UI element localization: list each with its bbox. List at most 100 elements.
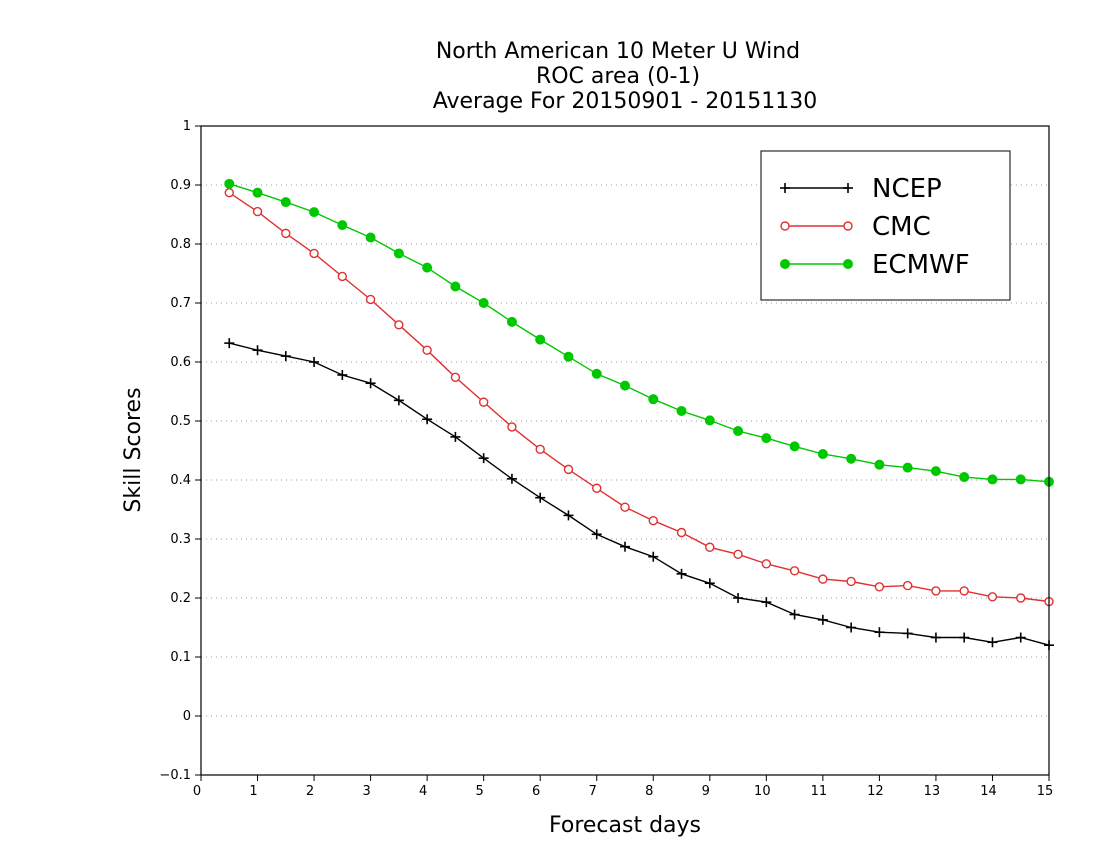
x-tick-label: 14 xyxy=(980,784,997,799)
data-point xyxy=(309,357,320,367)
data-point xyxy=(676,527,687,538)
data-point xyxy=(874,627,885,638)
data-point xyxy=(959,586,969,596)
plot-frame xyxy=(200,125,1050,776)
data-point xyxy=(591,529,602,540)
x-tick-label: 9 xyxy=(702,784,710,799)
y-tick-label: 0.7 xyxy=(170,296,191,311)
data-point xyxy=(337,369,348,380)
data-point xyxy=(620,541,630,552)
data-point xyxy=(365,378,376,389)
data-point xyxy=(789,609,800,620)
data-point xyxy=(337,220,348,231)
data-point xyxy=(930,466,941,477)
data-point xyxy=(422,262,433,273)
data-point xyxy=(761,433,772,444)
x-tick-label: 15 xyxy=(1037,784,1054,799)
data-point xyxy=(704,578,715,589)
series-ecmwf xyxy=(224,178,1054,487)
data-point xyxy=(1015,474,1026,485)
data-point xyxy=(987,592,998,602)
data-point xyxy=(761,597,772,608)
data-point xyxy=(337,271,348,282)
data-point xyxy=(676,568,687,579)
data-point xyxy=(450,372,461,383)
data-point xyxy=(1015,632,1026,643)
data-point xyxy=(224,187,234,198)
data-point xyxy=(705,542,715,552)
legend-item-cmc: CMC xyxy=(780,212,931,242)
legend-marker xyxy=(843,221,853,231)
x-tick-label: 5 xyxy=(476,784,484,799)
data-point xyxy=(252,187,263,198)
data-point xyxy=(422,414,433,425)
y-axis-label: Skill Scores xyxy=(121,387,146,512)
data-point xyxy=(450,431,461,442)
data-point xyxy=(817,614,828,625)
x-tick-label: 1 xyxy=(249,784,257,799)
data-point xyxy=(563,464,574,475)
data-point xyxy=(648,516,658,526)
chart-title-line-1: North American 10 Meter U Wind xyxy=(436,39,800,64)
data-point xyxy=(733,593,744,603)
data-point xyxy=(648,551,659,562)
data-point xyxy=(704,415,715,426)
data-point xyxy=(506,316,517,327)
y-tick-label: 0.2 xyxy=(170,591,191,606)
legend-marker xyxy=(780,183,790,193)
data-point xyxy=(478,453,489,464)
x-axis-label: Forecast days xyxy=(549,813,701,838)
legend: NCEP CMC ECMWF xyxy=(760,150,1011,301)
data-point xyxy=(478,298,489,308)
data-point xyxy=(930,632,941,643)
legend-item-ncep: NCEP xyxy=(780,174,942,204)
series-line xyxy=(228,192,1050,603)
data-point xyxy=(224,178,235,189)
data-point xyxy=(478,397,489,407)
data-point xyxy=(846,453,857,464)
data-point xyxy=(733,549,743,560)
legend-label: CMC xyxy=(872,212,931,242)
x-tick-label: 11 xyxy=(811,784,828,799)
y-tick-label: 0.6 xyxy=(170,355,191,370)
x-tick-label: 4 xyxy=(419,784,427,799)
x-tick-label: 12 xyxy=(867,784,884,799)
data-point xyxy=(902,628,913,639)
data-point xyxy=(535,492,546,503)
series-lines xyxy=(224,178,1054,651)
data-point xyxy=(733,426,744,437)
data-point xyxy=(789,441,800,452)
x-tick-label: 7 xyxy=(589,784,597,799)
axis-ticks: −0.100.10.20.30.40.50.60.70.80.910 1 2 3 4 5 6… xyxy=(159,119,1053,799)
data-point xyxy=(1016,593,1026,603)
data-point xyxy=(506,473,517,484)
data-point xyxy=(563,510,574,521)
legend-label: ECMWF xyxy=(872,250,970,280)
x-tick-label: 2 xyxy=(306,784,314,799)
data-point xyxy=(761,559,772,569)
data-point xyxy=(280,197,291,208)
legend-marker xyxy=(843,183,853,193)
data-point xyxy=(676,405,687,416)
data-point xyxy=(620,502,630,512)
y-tick-label: 0.9 xyxy=(170,178,191,193)
data-point xyxy=(987,474,998,485)
chart-title-line-3: Average For 20150901 - 20151130 xyxy=(433,89,818,114)
data-point xyxy=(902,462,913,473)
data-point xyxy=(450,281,461,292)
data-point xyxy=(846,576,856,587)
data-point xyxy=(365,232,376,243)
data-point xyxy=(281,228,291,239)
legend-marker xyxy=(780,259,790,269)
series-line xyxy=(229,342,1050,646)
data-point xyxy=(309,207,320,218)
series-ncep xyxy=(224,338,1054,651)
data-point xyxy=(874,582,885,592)
y-tick-label: 1 xyxy=(183,119,191,134)
x-tick-label: 3 xyxy=(362,784,370,799)
y-tick-label: 0.8 xyxy=(170,237,191,252)
data-point xyxy=(620,380,630,391)
y-tick-label: 0.1 xyxy=(170,650,191,665)
data-point xyxy=(224,338,235,349)
